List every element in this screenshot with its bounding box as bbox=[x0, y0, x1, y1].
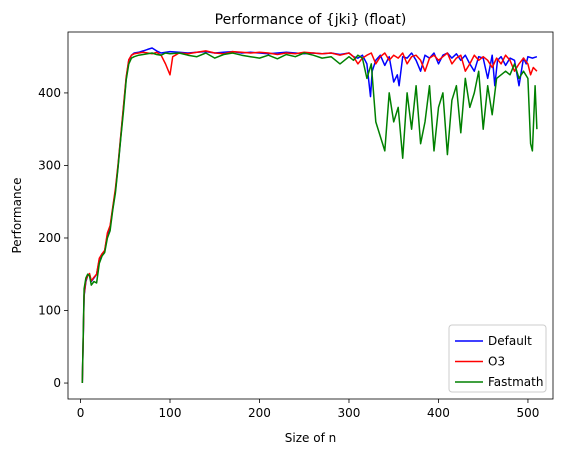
legend-label-o3: O3 bbox=[488, 355, 505, 369]
y-tick-label: 300 bbox=[38, 158, 61, 172]
legend-label-default: Default bbox=[488, 334, 532, 348]
y-axis: 0 100 200 300 400 bbox=[38, 86, 68, 390]
x-tick-label: 0 bbox=[77, 406, 85, 420]
x-tick-label: 300 bbox=[338, 406, 361, 420]
y-tick-label: 0 bbox=[53, 376, 61, 390]
y-tick-label: 200 bbox=[38, 231, 61, 245]
legend-label-fastmath: Fastmath bbox=[488, 375, 543, 389]
x-tick-label: 400 bbox=[427, 406, 450, 420]
legend: Default O3 Fastmath bbox=[448, 324, 547, 393]
series-line-fastmath bbox=[81, 52, 538, 384]
x-tick-label: 500 bbox=[516, 406, 539, 420]
x-tick-label: 100 bbox=[159, 406, 182, 420]
x-tick-label: 200 bbox=[248, 406, 271, 420]
y-axis-title: Performance bbox=[10, 177, 24, 253]
chart-title: Performance of {jki} (float) bbox=[215, 12, 407, 28]
y-tick-label: 400 bbox=[38, 86, 61, 100]
series-layer bbox=[81, 47, 538, 384]
y-tick-label: 100 bbox=[38, 304, 61, 318]
plot-frame bbox=[67, 31, 554, 400]
x-axis-title: Size of n bbox=[285, 431, 336, 445]
x-axis: 0 100 200 300 400 500 bbox=[77, 399, 539, 420]
